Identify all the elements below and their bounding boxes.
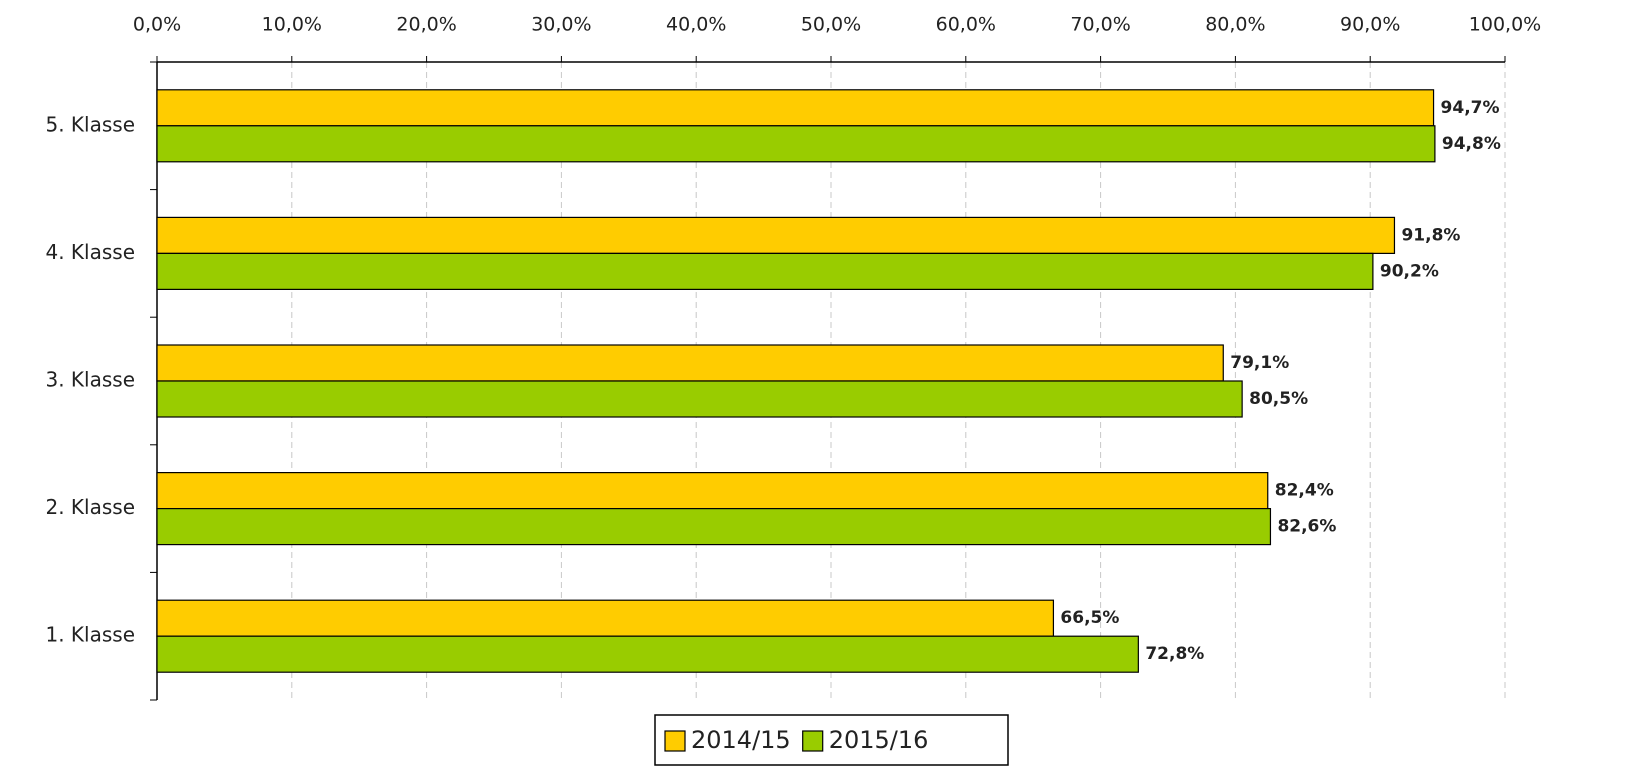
x-tick-label: 30,0% [531,14,591,36]
legend-swatch [802,730,824,752]
bar [156,599,1055,637]
value-label: 72,8% [1145,644,1204,664]
legend-box [654,714,1009,766]
x-tick-label: 80,0% [1205,14,1265,36]
value-label: 91,8% [1401,225,1460,245]
y-tick-label: 2. Klasse [45,495,135,519]
bar [156,252,1374,290]
bar [156,89,1435,127]
value-label: 80,5% [1249,389,1308,409]
value-label: 82,4% [1275,481,1334,501]
y-tick-label: 3. Klasse [45,368,135,392]
value-label: 82,6% [1277,517,1336,537]
x-tick-label: 100,0% [1469,14,1541,36]
value-label: 94,8% [1442,134,1501,154]
value-label: 94,7% [1441,98,1500,118]
bar [156,635,1139,673]
x-tick-label: 0,0% [133,14,181,36]
bar [156,216,1396,254]
bar [156,472,1269,510]
x-tick-label: 40,0% [666,14,726,36]
legend-label: 2014/15 [691,726,791,754]
bar [156,344,1224,382]
bar [156,125,1436,163]
y-tick-label: 4. Klasse [45,240,135,264]
value-label: 66,5% [1060,608,1119,628]
y-tick-label: 1. Klasse [45,623,135,647]
x-tick-label: 70,0% [1070,14,1130,36]
y-tick-label: 5. Klasse [45,112,135,136]
bar [156,508,1272,546]
value-label: 90,2% [1380,261,1439,281]
legend-label: 2015/16 [829,726,929,754]
x-tick-label: 90,0% [1340,14,1400,36]
x-tick-label: 60,0% [936,14,996,36]
value-label: 79,1% [1230,353,1289,373]
x-tick-label: 10,0% [262,14,322,36]
legend-swatch [664,730,686,752]
bar [156,380,1243,418]
x-tick-label: 20,0% [396,14,456,36]
x-tick-label: 50,0% [801,14,861,36]
